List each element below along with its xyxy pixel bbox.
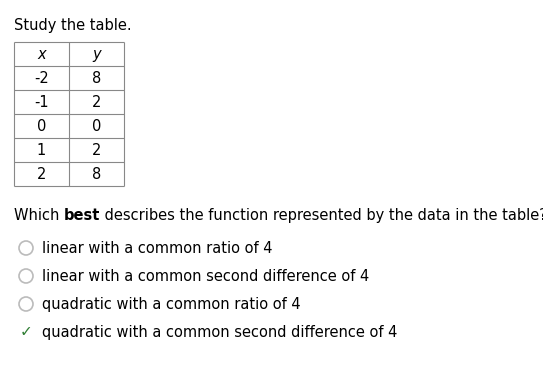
Text: 2: 2 xyxy=(92,142,101,158)
Text: quadratic with a common ratio of 4: quadratic with a common ratio of 4 xyxy=(42,297,301,312)
Text: 0: 0 xyxy=(37,119,46,133)
Text: describes the function represented by the data in the table?: describes the function represented by th… xyxy=(100,208,543,223)
Text: Study the table.: Study the table. xyxy=(14,18,131,33)
Text: -1: -1 xyxy=(34,95,49,109)
Text: 0: 0 xyxy=(92,119,101,133)
Text: Which: Which xyxy=(14,208,64,223)
Text: quadratic with a common second difference of 4: quadratic with a common second differenc… xyxy=(42,325,397,340)
Text: ✓: ✓ xyxy=(20,324,33,340)
Text: best: best xyxy=(64,208,100,223)
Text: 1: 1 xyxy=(37,142,46,158)
Text: -2: -2 xyxy=(34,70,49,86)
Text: 2: 2 xyxy=(92,95,101,109)
Text: x: x xyxy=(37,47,46,61)
Text: 8: 8 xyxy=(92,70,101,86)
Text: y: y xyxy=(92,47,101,61)
Text: linear with a common ratio of 4: linear with a common ratio of 4 xyxy=(42,241,273,256)
Text: linear with a common second difference of 4: linear with a common second difference o… xyxy=(42,269,369,284)
Text: 2: 2 xyxy=(37,166,46,182)
Text: 8: 8 xyxy=(92,166,101,182)
